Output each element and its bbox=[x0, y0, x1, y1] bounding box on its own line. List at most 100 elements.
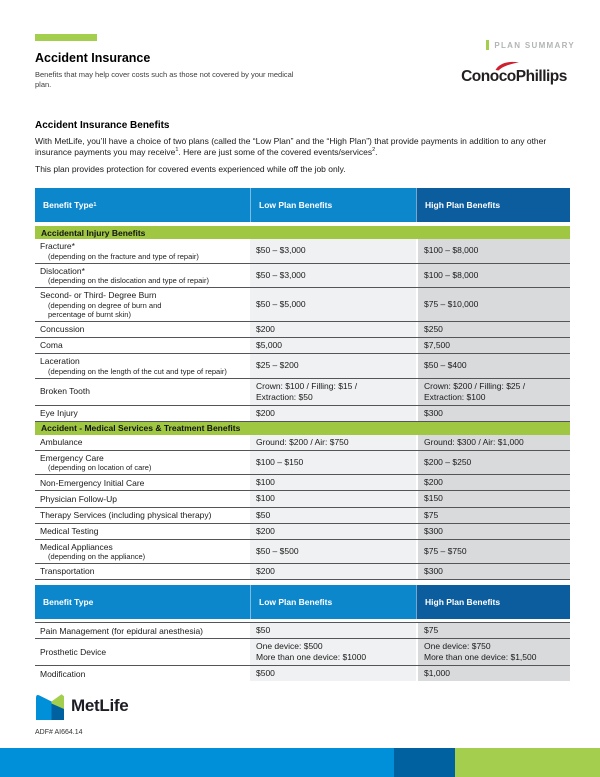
benefit-label: Medical Appliances bbox=[40, 541, 113, 552]
benefit-cell: Coma bbox=[35, 337, 250, 353]
table-gap bbox=[35, 222, 570, 226]
benefit-cell: Physician Follow-Up bbox=[35, 491, 250, 507]
column-header-benefit-type: Benefit Type 1 bbox=[35, 188, 250, 222]
adf-number: ADF# AI664.14 bbox=[35, 729, 83, 736]
plan-summary-tag: PLAN SUMMARY bbox=[486, 40, 575, 50]
benefit-cell: Second- or Third- Degree Burn (depending … bbox=[35, 288, 250, 321]
benefit-cell: Transportation bbox=[35, 564, 250, 580]
table-row: Coma $5,000 $7,500 bbox=[35, 337, 570, 354]
high-plan-cell: $75 bbox=[416, 623, 570, 639]
high-plan-value: $150 bbox=[424, 493, 443, 504]
benefit-cell: Therapy Services (including physical the… bbox=[35, 507, 250, 523]
low-plan-cell: $200 bbox=[250, 523, 416, 539]
table-row: Therapy Services (including physical the… bbox=[35, 507, 570, 524]
section-bar-title: Accidental Injury Benefits bbox=[41, 227, 146, 238]
table-row: Medical Appliances (depending on the appl… bbox=[35, 539, 570, 565]
benefit-label: Medical Testing bbox=[40, 525, 99, 536]
table-row: Medical Testing $200 $300 bbox=[35, 523, 570, 540]
high-plan-value: Crown: $200 / Filling: $25 / Extraction:… bbox=[424, 380, 526, 402]
high-plan-value: $100 – $8,000 bbox=[424, 245, 479, 256]
benefit-cell: Non-Emergency Initial Care bbox=[35, 475, 250, 491]
conoco-swoosh-icon bbox=[495, 61, 519, 71]
low-plan-cell: $100 bbox=[250, 475, 416, 491]
benefit-label: Transportation bbox=[40, 566, 95, 577]
high-plan-value: $1,000 bbox=[424, 668, 450, 679]
high-plan-cell: $300 bbox=[416, 564, 570, 580]
low-plan-cell: One device: $500 More than one device: $… bbox=[250, 639, 416, 666]
low-plan-cell: $100 – $150 bbox=[250, 450, 416, 475]
benefit-label: Fracture* bbox=[40, 241, 75, 252]
column-header-high-plan: High Plan Benefits bbox=[416, 188, 570, 222]
high-plan-value: $50 – $400 bbox=[424, 360, 467, 371]
high-plan-cell: $7,500 bbox=[416, 337, 570, 353]
benefit-cell: Fracture* (depending on the fracture and … bbox=[35, 239, 250, 263]
table-row: Fracture* (depending on the fracture and … bbox=[35, 239, 570, 264]
low-plan-value: $5,000 bbox=[256, 339, 282, 350]
page-title: Accident Insurance bbox=[35, 51, 151, 65]
high-plan-cell: $300 bbox=[416, 405, 570, 421]
section-bar-medical-services: Accident - Medical Services & Treatment … bbox=[35, 421, 570, 435]
table-row: Laceration (depending on the length of th… bbox=[35, 353, 570, 379]
benefit-label: Modification bbox=[40, 668, 86, 679]
metlife-logo: MetLife bbox=[35, 692, 129, 720]
low-plan-value: $200 bbox=[256, 323, 275, 334]
high-plan-cell: $75 – $10,000 bbox=[416, 288, 570, 321]
table-row: Transportation $200 $300 bbox=[35, 564, 570, 581]
low-plan-value: $50 bbox=[256, 625, 271, 636]
low-plan-value: Crown: $100 / Filling: $15 / Extraction:… bbox=[256, 380, 358, 402]
high-plan-cell: $75 bbox=[416, 507, 570, 523]
off-job-note: This plan provides protection for covere… bbox=[35, 164, 346, 174]
low-plan-value: $100 – $150 bbox=[256, 457, 304, 468]
table-row: Ambulance Ground: $200 / Air: $750 Groun… bbox=[35, 434, 570, 451]
high-plan-cell: Ground: $300 / Air: $1,000 bbox=[416, 434, 570, 450]
benefit-sublabel: (depending on the appliance) bbox=[48, 552, 146, 562]
plan-summary-label: PLAN SUMMARY bbox=[494, 40, 575, 50]
low-plan-value: One device: $500 More than one device: $… bbox=[256, 641, 367, 663]
high-plan-cell: $75 – $750 bbox=[416, 539, 570, 564]
low-plan-cell: Crown: $100 / Filling: $15 / Extraction:… bbox=[250, 378, 416, 405]
benefit-label: Therapy Services (including physical the… bbox=[40, 509, 212, 520]
high-plan-value: $75 – $10,000 bbox=[424, 299, 479, 310]
benefit-label: Broken Tooth bbox=[40, 386, 90, 397]
table-row: Pain Management (for epidural anesthesia… bbox=[35, 622, 570, 640]
benefit-label: Second- or Third- Degree Burn bbox=[40, 290, 157, 301]
low-plan-cell: $50 – $500 bbox=[250, 539, 416, 564]
benefit-cell: Prosthetic Device bbox=[35, 639, 250, 666]
high-plan-cell: $200 – $250 bbox=[416, 450, 570, 475]
benefit-cell: Medical Appliances (depending on the appl… bbox=[35, 539, 250, 564]
metlife-wordmark: MetLife bbox=[71, 696, 129, 715]
benefit-cell: Laceration (depending on the length of th… bbox=[35, 353, 250, 378]
footer-stripe-green bbox=[455, 748, 600, 777]
low-plan-value: $100 bbox=[256, 493, 275, 504]
high-plan-value: $100 – $8,000 bbox=[424, 269, 479, 280]
high-plan-value: $300 bbox=[424, 566, 443, 577]
intro-text: . Here are just some of the covered even… bbox=[178, 146, 373, 157]
high-plan-cell: $200 bbox=[416, 475, 570, 491]
table-header-row-2: Benefit Type Low Plan Benefits High Plan… bbox=[35, 585, 570, 620]
conocophillips-wordmark: ConocoPhillips bbox=[461, 68, 567, 85]
table-row: Broken Tooth Crown: $100 / Filling: $15 … bbox=[35, 378, 570, 406]
benefit-label: Ambulance bbox=[40, 436, 83, 447]
table-row: Emergency Care (depending on location of … bbox=[35, 450, 570, 476]
intro-text: . bbox=[375, 146, 378, 157]
high-plan-cell: Crown: $200 / Filling: $25 / Extraction:… bbox=[416, 378, 570, 405]
table-row: Concussion $200 $250 bbox=[35, 321, 570, 338]
benefit-sublabel: (depending on location of care) bbox=[48, 463, 152, 473]
low-plan-cell: $200 bbox=[250, 321, 416, 337]
high-plan-value: One device: $750 More than one device: $… bbox=[424, 641, 537, 663]
low-plan-value: $50 – $5,000 bbox=[256, 299, 306, 310]
benefit-label: Coma bbox=[40, 340, 63, 351]
low-plan-value: $50 – $500 bbox=[256, 545, 299, 556]
low-plan-value: $50 bbox=[256, 509, 271, 520]
benefit-cell: Broken Tooth bbox=[35, 378, 250, 405]
column-header-label: Benefit Type bbox=[43, 200, 94, 210]
high-plan-cell: $1,000 bbox=[416, 666, 570, 682]
benefit-cell: Medical Testing bbox=[35, 523, 250, 539]
benefit-cell: Modification bbox=[35, 666, 250, 682]
high-plan-value: $300 bbox=[424, 525, 443, 536]
benefit-sublabel: (depending on degree of burn and percent… bbox=[48, 300, 162, 319]
benefit-cell: Dislocation* (depending on the dislocatio… bbox=[35, 263, 250, 288]
low-plan-cell: Ground: $200 / Air: $750 bbox=[250, 434, 416, 450]
benefits-table: Benefit Type 1 Low Plan Benefits High Pla… bbox=[35, 188, 570, 682]
column-header-high-plan: High Plan Benefits bbox=[416, 585, 570, 620]
